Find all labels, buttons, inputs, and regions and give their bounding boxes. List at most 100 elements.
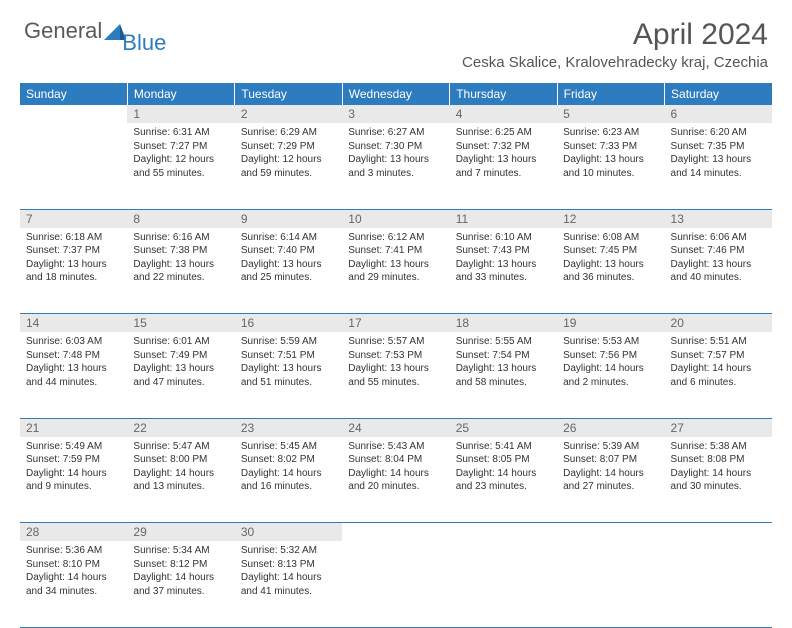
day-header: Monday <box>127 83 234 105</box>
sunset-text: Sunset: 7:51 PM <box>241 349 336 363</box>
day-cell: Sunrise: 5:39 AMSunset: 8:07 PMDaylight:… <box>557 437 664 523</box>
day-number-cell: 27 <box>665 418 772 437</box>
sunrise-text: Sunrise: 6:08 AM <box>563 231 658 245</box>
daylight-text: Daylight: 14 hours and 6 minutes. <box>671 362 766 389</box>
sunrise-text: Sunrise: 6:18 AM <box>26 231 121 245</box>
day-cell: Sunrise: 5:53 AMSunset: 7:56 PMDaylight:… <box>557 332 664 418</box>
sunrise-text: Sunrise: 5:39 AM <box>563 440 658 454</box>
day-number-cell <box>665 523 772 542</box>
daylight-text: Daylight: 14 hours and 37 minutes. <box>133 571 228 598</box>
sunrise-text: Sunrise: 5:41 AM <box>456 440 551 454</box>
title-block: April 2024 Ceska Skalice, Kralovehradeck… <box>462 18 768 71</box>
day-details: Sunrise: 6:06 AMSunset: 7:46 PMDaylight:… <box>665 228 772 289</box>
day-header: Sunday <box>20 83 127 105</box>
daylight-text: Daylight: 13 hours and 40 minutes. <box>671 258 766 285</box>
sunrise-text: Sunrise: 5:51 AM <box>671 335 766 349</box>
daylight-text: Daylight: 14 hours and 27 minutes. <box>563 467 658 494</box>
day-number-cell: 20 <box>665 314 772 333</box>
day-cell: Sunrise: 6:01 AMSunset: 7:49 PMDaylight:… <box>127 332 234 418</box>
day-details: Sunrise: 6:10 AMSunset: 7:43 PMDaylight:… <box>450 228 557 289</box>
day-number-cell: 16 <box>235 314 342 333</box>
sunrise-text: Sunrise: 6:29 AM <box>241 126 336 140</box>
sunrise-text: Sunrise: 5:36 AM <box>26 544 121 558</box>
daylight-text: Daylight: 13 hours and 10 minutes. <box>563 153 658 180</box>
sunset-text: Sunset: 7:46 PM <box>671 244 766 258</box>
day-cell: Sunrise: 5:49 AMSunset: 7:59 PMDaylight:… <box>20 437 127 523</box>
sunset-text: Sunset: 7:53 PM <box>348 349 443 363</box>
sunset-text: Sunset: 7:30 PM <box>348 140 443 154</box>
day-cell: Sunrise: 6:03 AMSunset: 7:48 PMDaylight:… <box>20 332 127 418</box>
day-number-row: 123456 <box>20 105 772 123</box>
day-details: Sunrise: 5:49 AMSunset: 7:59 PMDaylight:… <box>20 437 127 498</box>
day-details: Sunrise: 5:36 AMSunset: 8:10 PMDaylight:… <box>20 541 127 602</box>
day-cell: Sunrise: 5:59 AMSunset: 7:51 PMDaylight:… <box>235 332 342 418</box>
day-cell: Sunrise: 5:45 AMSunset: 8:02 PMDaylight:… <box>235 437 342 523</box>
sunset-text: Sunset: 8:10 PM <box>26 558 121 572</box>
daylight-text: Daylight: 12 hours and 55 minutes. <box>133 153 228 180</box>
day-details: Sunrise: 5:53 AMSunset: 7:56 PMDaylight:… <box>557 332 664 393</box>
sunset-text: Sunset: 8:12 PM <box>133 558 228 572</box>
daylight-text: Daylight: 13 hours and 22 minutes. <box>133 258 228 285</box>
day-cell <box>665 541 772 627</box>
daylight-text: Daylight: 13 hours and 47 minutes. <box>133 362 228 389</box>
day-number-cell: 7 <box>20 209 127 228</box>
day-details: Sunrise: 6:01 AMSunset: 7:49 PMDaylight:… <box>127 332 234 393</box>
day-details: Sunrise: 5:43 AMSunset: 8:04 PMDaylight:… <box>342 437 449 498</box>
day-cell: Sunrise: 6:29 AMSunset: 7:29 PMDaylight:… <box>235 123 342 209</box>
sunrise-text: Sunrise: 6:03 AM <box>26 335 121 349</box>
sunset-text: Sunset: 8:13 PM <box>241 558 336 572</box>
daylight-text: Daylight: 14 hours and 30 minutes. <box>671 467 766 494</box>
day-number-cell: 4 <box>450 105 557 123</box>
daylight-text: Daylight: 14 hours and 34 minutes. <box>26 571 121 598</box>
daylight-text: Daylight: 13 hours and 58 minutes. <box>456 362 551 389</box>
day-cell: Sunrise: 6:16 AMSunset: 7:38 PMDaylight:… <box>127 228 234 314</box>
day-number-cell: 2 <box>235 105 342 123</box>
day-cell: Sunrise: 6:12 AMSunset: 7:41 PMDaylight:… <box>342 228 449 314</box>
sunset-text: Sunset: 8:02 PM <box>241 453 336 467</box>
sunrise-text: Sunrise: 5:49 AM <box>26 440 121 454</box>
day-number-cell: 11 <box>450 209 557 228</box>
daylight-text: Daylight: 14 hours and 16 minutes. <box>241 467 336 494</box>
day-number-cell: 30 <box>235 523 342 542</box>
day-cell <box>557 541 664 627</box>
day-content-row: Sunrise: 6:18 AMSunset: 7:37 PM Daylight:… <box>20 228 772 314</box>
day-cell <box>342 541 449 627</box>
day-cell <box>450 541 557 627</box>
sunrise-text: Sunrise: 6:12 AM <box>348 231 443 245</box>
sunset-text: Sunset: 7:54 PM <box>456 349 551 363</box>
page-header: General Blue April 2024 Ceska Skalice, K… <box>0 0 792 75</box>
day-number-cell: 8 <box>127 209 234 228</box>
day-details: Sunrise: 6:25 AMSunset: 7:32 PMDaylight:… <box>450 123 557 184</box>
day-details: Sunrise: 6:03 AMSunset: 7:48 PMDaylight:… <box>20 332 127 393</box>
sunset-text: Sunset: 8:00 PM <box>133 453 228 467</box>
sunrise-text: Sunrise: 6:01 AM <box>133 335 228 349</box>
sunset-text: Sunset: 7:38 PM <box>133 244 228 258</box>
daylight-text: Daylight: 13 hours and 44 minutes. <box>26 362 121 389</box>
day-number-cell: 29 <box>127 523 234 542</box>
day-cell: Sunrise: 5:41 AMSunset: 8:05 PMDaylight:… <box>450 437 557 523</box>
sunset-text: Sunset: 7:37 PM <box>26 244 121 258</box>
sunset-text: Sunset: 8:05 PM <box>456 453 551 467</box>
daylight-text: Daylight: 13 hours and 33 minutes. <box>456 258 551 285</box>
day-number-cell <box>342 523 449 542</box>
sunset-text: Sunset: 7:32 PM <box>456 140 551 154</box>
day-number-cell: 1 <box>127 105 234 123</box>
day-header: Thursday <box>450 83 557 105</box>
logo-text-general: General <box>24 18 102 44</box>
daylight-text: Daylight: 13 hours and 29 minutes. <box>348 258 443 285</box>
day-number-cell: 12 <box>557 209 664 228</box>
sunrise-text: Sunrise: 5:55 AM <box>456 335 551 349</box>
sunset-text: Sunset: 7:29 PM <box>241 140 336 154</box>
day-number-cell: 17 <box>342 314 449 333</box>
day-details: Sunrise: 5:59 AMSunset: 7:51 PMDaylight:… <box>235 332 342 393</box>
day-number-cell: 9 <box>235 209 342 228</box>
daylight-text: Daylight: 13 hours and 25 minutes. <box>241 258 336 285</box>
day-cell: Sunrise: 5:43 AMSunset: 8:04 PMDaylight:… <box>342 437 449 523</box>
day-details: Sunrise: 6:29 AMSunset: 7:29 PMDaylight:… <box>235 123 342 184</box>
day-content-row: Sunrise: 5:49 AMSunset: 7:59 PMDaylight:… <box>20 437 772 523</box>
day-cell: Sunrise: 6:14 AMSunset: 7:40 PMDaylight:… <box>235 228 342 314</box>
day-number-cell: 19 <box>557 314 664 333</box>
day-cell: Sunrise: 6:27 AMSunset: 7:30 PMDaylight:… <box>342 123 449 209</box>
daylight-text: Daylight: 14 hours and 13 minutes. <box>133 467 228 494</box>
day-number-cell: 6 <box>665 105 772 123</box>
